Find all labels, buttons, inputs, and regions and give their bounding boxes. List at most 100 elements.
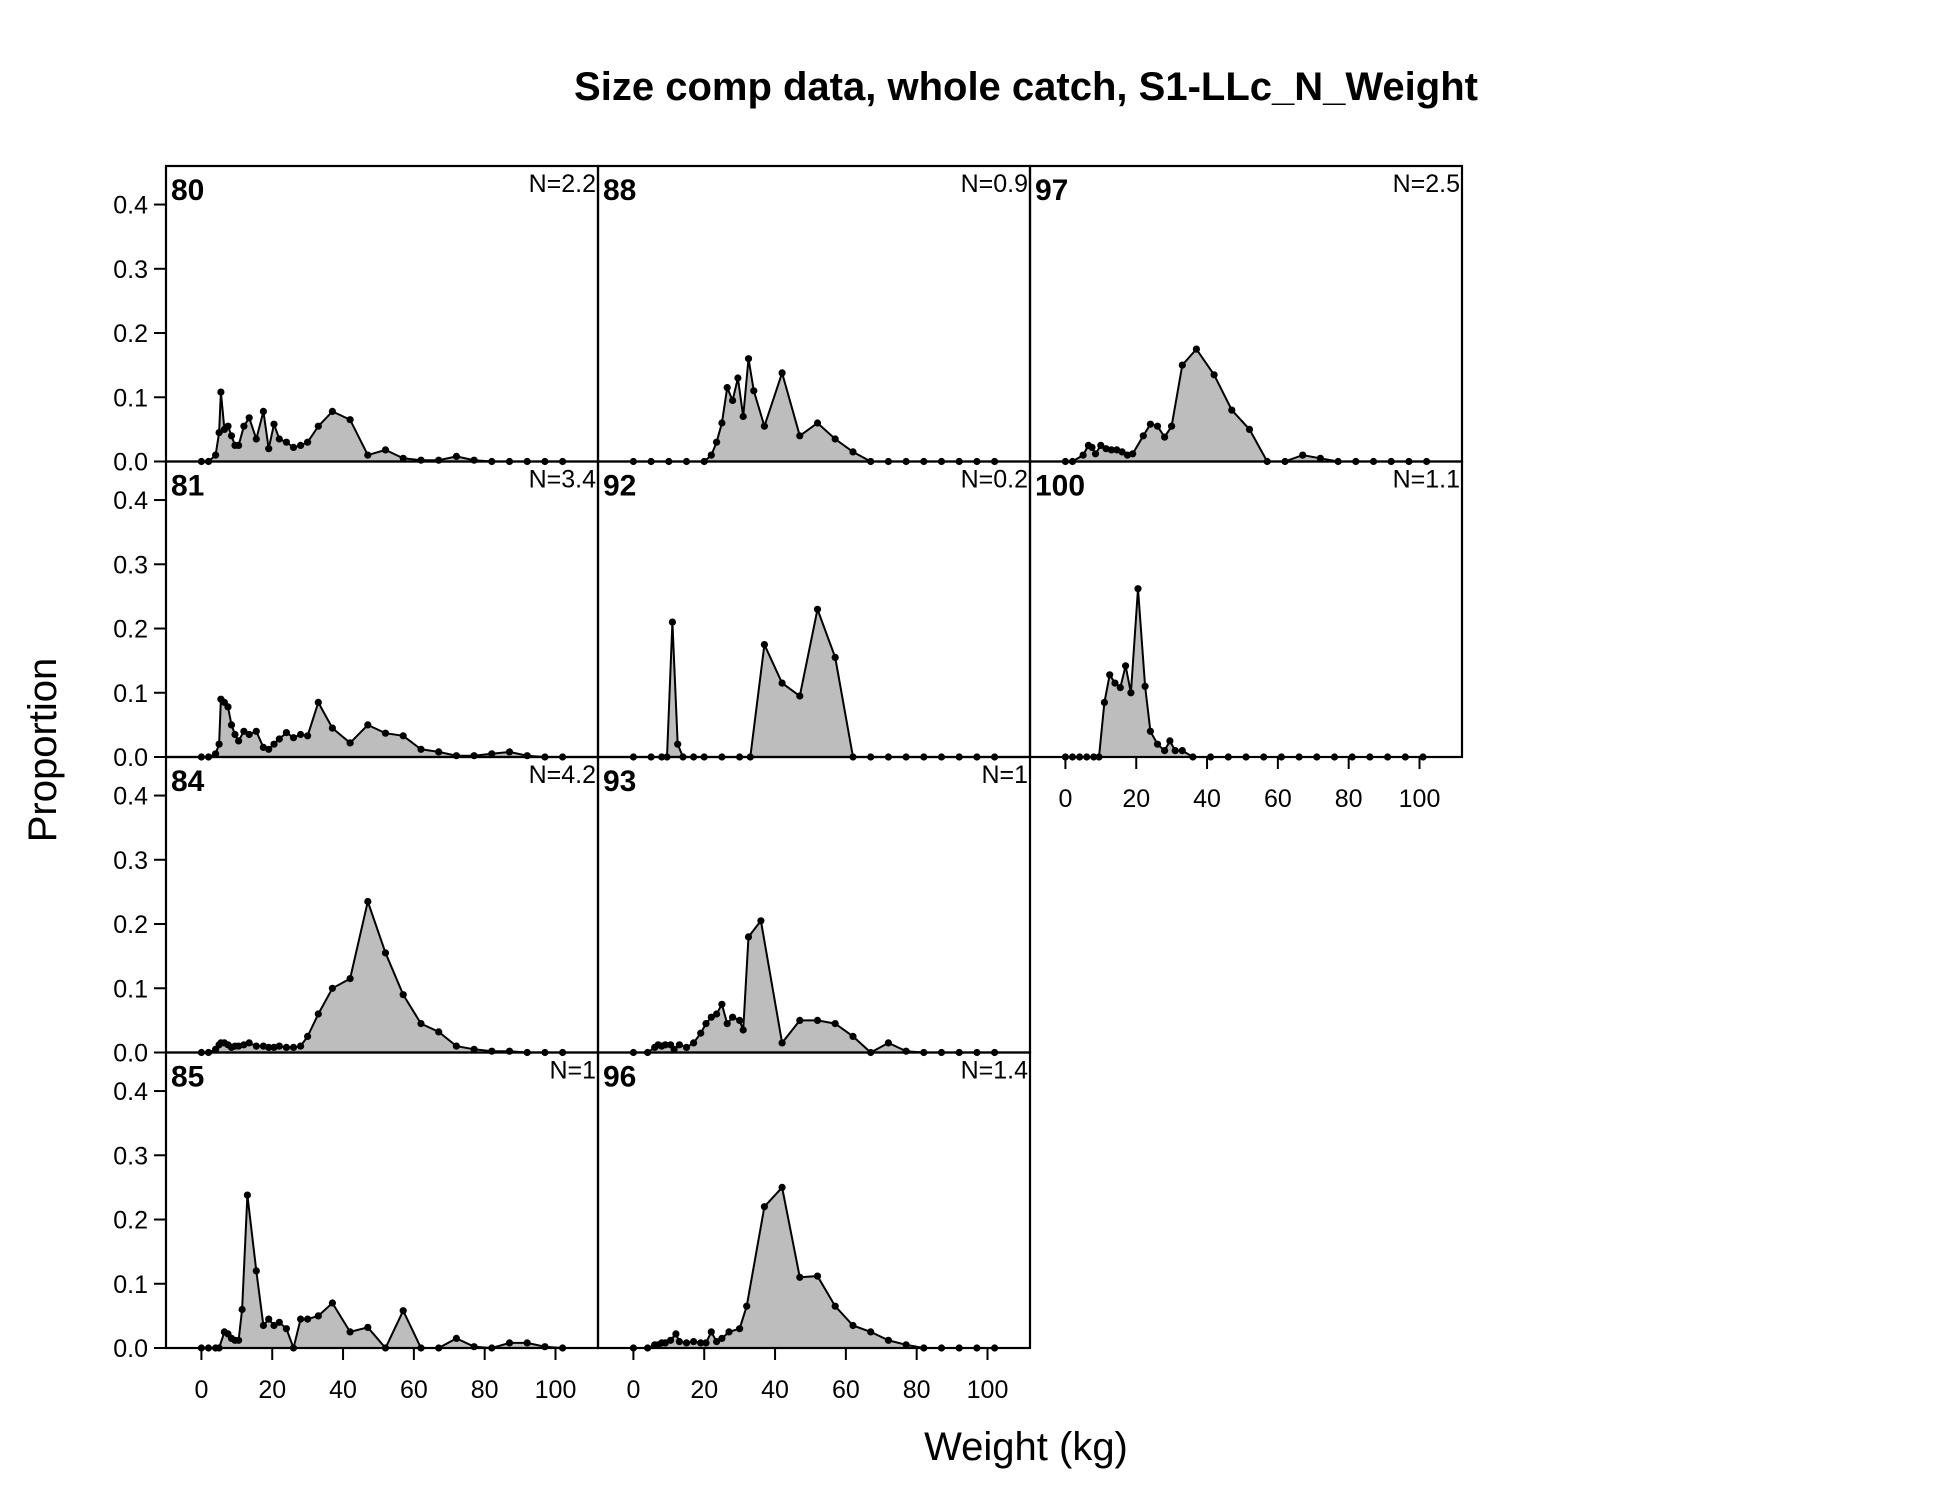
panel-84: 84 N=4.2 0.0 0.1 0.2 0.3 0.4 xyxy=(113,755,600,1068)
point-93-18 xyxy=(736,1016,744,1024)
point-88-19 xyxy=(849,448,857,456)
point-88-8 xyxy=(723,384,731,392)
point-97-12 xyxy=(1129,450,1137,458)
point-96-9 xyxy=(682,1339,691,1347)
point-84-17 xyxy=(282,1043,290,1051)
point-80-9 xyxy=(235,441,243,449)
point-88-13 xyxy=(750,387,758,395)
point-81-15 xyxy=(270,740,278,748)
y-tick-label-81-4: 0.4 xyxy=(113,487,148,515)
panel-frame-96 xyxy=(596,1051,1032,1350)
point-80-2 xyxy=(212,451,220,459)
point-80-17 xyxy=(282,438,290,446)
point-81-18 xyxy=(289,734,298,742)
point-96-13 xyxy=(707,1328,715,1336)
y-tick-label-84-1: 0.1 xyxy=(113,975,148,1003)
point-81-16 xyxy=(275,735,283,743)
point-93-19 xyxy=(739,1026,747,1034)
point-80-7 xyxy=(227,432,236,440)
point-93-23 xyxy=(796,1016,804,1024)
point-81-24 xyxy=(364,721,372,729)
point-96-14 xyxy=(713,1338,721,1346)
point-100-7 xyxy=(1106,671,1114,679)
point-84-16 xyxy=(275,1042,283,1050)
point-81-23 xyxy=(346,739,354,747)
point-81-14 xyxy=(265,745,273,753)
point-93-9 xyxy=(682,1043,691,1051)
y-tick-label-80-4: 0.4 xyxy=(113,192,148,220)
point-81-21 xyxy=(314,698,322,707)
point-80-23 xyxy=(346,416,354,424)
panel-label-96: 96 xyxy=(603,1061,636,1094)
point-96-10 xyxy=(690,1338,698,1346)
panel-n-93: N=1 xyxy=(981,761,1028,789)
area-96 xyxy=(633,1187,995,1348)
point-85-12 xyxy=(259,1321,267,1330)
x-tick-label-100-4: 80 xyxy=(1335,785,1363,813)
point-81-12 xyxy=(252,727,260,735)
point-81-33 xyxy=(523,752,531,760)
x-tick-label-96-3: 60 xyxy=(832,1376,860,1404)
panel-n-92: N=0.2 xyxy=(961,466,1028,494)
point-81-29 xyxy=(452,752,460,760)
point-97-21 xyxy=(1228,406,1236,414)
x-tick-label-100-3: 60 xyxy=(1264,785,1292,813)
point-88-18 xyxy=(831,435,839,443)
point-92-5 xyxy=(674,740,682,748)
panel-n-80: N=2.2 xyxy=(529,170,596,198)
point-84-25 xyxy=(381,949,390,957)
point-92-16 xyxy=(831,653,839,662)
point-93-12 xyxy=(702,1020,710,1028)
point-84-19 xyxy=(297,1042,305,1050)
point-85-25 xyxy=(399,1307,407,1315)
point-81-6 xyxy=(224,703,232,711)
point-88-7 xyxy=(718,419,726,427)
point-88-5 xyxy=(707,451,715,459)
y-tick-label-81-1: 0.1 xyxy=(113,680,148,708)
point-84-27 xyxy=(417,1020,425,1028)
y-tick-label-80-3: 0.3 xyxy=(113,256,148,284)
point-85-14 xyxy=(270,1321,278,1330)
point-85-18 xyxy=(297,1315,305,1323)
point-92-12 xyxy=(760,641,769,649)
panel-frame-97 xyxy=(1028,164,1464,463)
point-80-27 xyxy=(417,456,425,464)
panel-80: 80 N=2.2 0.0 0.1 0.2 0.3 0.4 xyxy=(113,164,600,477)
point-81-26 xyxy=(399,732,407,740)
panel-label-100: 100 xyxy=(1035,470,1085,503)
point-100-17 xyxy=(1166,737,1174,745)
panel-label-97: 97 xyxy=(1035,174,1068,207)
point-85-29 xyxy=(470,1343,478,1351)
panel-grid: 80 N=2.2 0.0 0.1 0.2 0.3 0.4 81 N=3.4 0.0 0.1 0.2 0.… xyxy=(113,164,1464,1404)
panel-96: 96 N=1.4 0 20 40 60 80 100 xyxy=(596,1051,1032,1404)
point-85-31 xyxy=(505,1339,514,1347)
point-80-25 xyxy=(381,446,390,454)
point-80-21 xyxy=(314,422,322,430)
panel-93: 93 N=1 xyxy=(596,755,1032,1057)
point-96-25 xyxy=(867,1328,875,1336)
panel-label-80: 80 xyxy=(171,174,204,207)
point-80-11 xyxy=(245,414,253,422)
x-tick-label-96-1: 20 xyxy=(690,1376,718,1404)
point-96-21 xyxy=(796,1273,804,1281)
point-81-8 xyxy=(231,730,239,739)
point-80-18 xyxy=(289,443,298,451)
point-81-31 xyxy=(488,750,496,758)
panel-label-88: 88 xyxy=(603,174,636,207)
point-81-32 xyxy=(505,748,514,756)
y-tick-label-85-1: 0.1 xyxy=(113,1271,148,1299)
point-93-11 xyxy=(697,1029,705,1037)
point-80-19 xyxy=(297,441,305,449)
point-84-22 xyxy=(328,984,336,992)
point-85-13 xyxy=(265,1315,273,1323)
point-93-20 xyxy=(744,933,753,941)
point-84-26 xyxy=(399,991,407,999)
point-88-14 xyxy=(760,422,769,430)
point-81-25 xyxy=(381,729,390,737)
y-tick-label-81-0: 0.0 xyxy=(113,744,148,772)
point-84-32 xyxy=(505,1047,514,1055)
x-tick-label-96-4: 80 xyxy=(903,1376,931,1404)
point-85-8 xyxy=(235,1336,243,1344)
point-100-8 xyxy=(1111,679,1119,687)
x-tick-label-96-5: 100 xyxy=(967,1376,1009,1404)
